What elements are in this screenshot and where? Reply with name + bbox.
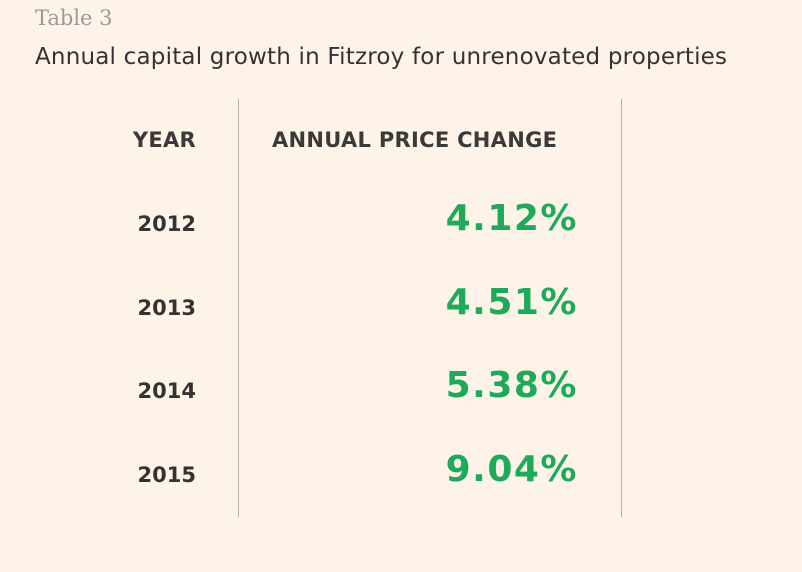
- year-cell: 2015: [137, 462, 196, 487]
- table-row: 2015 9.04%: [0, 449, 802, 523]
- year-cell: 2013: [137, 295, 196, 320]
- year-cell: 2014: [137, 379, 196, 403]
- table-label: Table 3: [35, 6, 113, 30]
- price-change-cell: 4.12%: [445, 198, 578, 239]
- table-title: Annual capital growth in Fitzroy for unr…: [35, 44, 728, 70]
- table-row: 2012 4.12%: [0, 198, 802, 272]
- price-change-cell: 4.51%: [445, 281, 578, 323]
- table-row: 2013 4.51%: [0, 282, 802, 356]
- column-header-year: YEAR: [132, 128, 196, 152]
- price-change-cell: 5.38%: [445, 365, 578, 406]
- year-cell: 2012: [137, 212, 196, 236]
- table-row: 2014 5.38%: [0, 365, 802, 439]
- column-header-annual-price-change: ANNUAL PRICE CHANGE: [272, 128, 558, 152]
- column-divider-left: [238, 99, 239, 517]
- price-change-cell: 9.04%: [445, 448, 578, 490]
- column-divider-right: [621, 99, 622, 517]
